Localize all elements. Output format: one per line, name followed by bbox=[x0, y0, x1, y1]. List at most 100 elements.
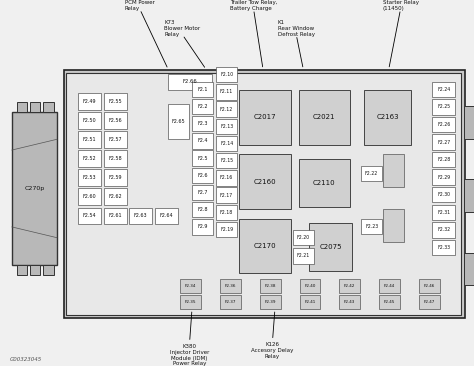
Bar bbox=[104, 150, 127, 167]
Bar bbox=[78, 93, 101, 110]
Text: F2.13: F2.13 bbox=[220, 124, 233, 129]
Text: C270p: C270p bbox=[24, 186, 45, 191]
Text: F2.38: F2.38 bbox=[264, 284, 276, 288]
Bar bbox=[30, 265, 40, 274]
Bar bbox=[180, 279, 201, 293]
Bar bbox=[419, 295, 440, 309]
Text: F2.47: F2.47 bbox=[424, 300, 435, 304]
Text: F2.51: F2.51 bbox=[83, 137, 96, 142]
Text: F2.17: F2.17 bbox=[220, 193, 233, 198]
Bar bbox=[78, 131, 101, 148]
Text: F2.46: F2.46 bbox=[424, 284, 435, 288]
Text: F2.54: F2.54 bbox=[83, 213, 96, 218]
Text: F2.31: F2.31 bbox=[437, 210, 450, 215]
Text: F2.57: F2.57 bbox=[109, 137, 122, 142]
Text: F2.64: F2.64 bbox=[160, 213, 173, 218]
Bar bbox=[192, 150, 213, 166]
Bar bbox=[78, 169, 101, 186]
Text: K380
Injector Driver
Module (IDM)
Power Relay: K380 Injector Driver Module (IDM) Power … bbox=[170, 344, 210, 366]
Bar bbox=[155, 208, 178, 224]
Bar bbox=[104, 188, 127, 205]
Bar bbox=[339, 279, 360, 293]
Bar bbox=[192, 116, 213, 131]
Bar bbox=[239, 154, 291, 209]
Bar bbox=[383, 209, 404, 242]
Bar bbox=[300, 295, 320, 309]
Bar bbox=[216, 136, 237, 151]
Bar bbox=[432, 82, 455, 97]
Text: F2.55: F2.55 bbox=[109, 99, 122, 104]
Bar bbox=[464, 179, 474, 212]
Bar bbox=[78, 208, 101, 224]
Text: F2.12: F2.12 bbox=[220, 107, 233, 112]
Text: C2017: C2017 bbox=[254, 115, 276, 120]
Text: F2.34: F2.34 bbox=[185, 284, 196, 288]
Text: F2.53: F2.53 bbox=[83, 175, 96, 180]
Bar bbox=[30, 102, 40, 112]
Bar bbox=[64, 70, 465, 318]
Text: F2.52: F2.52 bbox=[83, 156, 96, 161]
Text: F2.14: F2.14 bbox=[220, 141, 233, 146]
Bar bbox=[364, 90, 411, 145]
Bar bbox=[379, 295, 400, 309]
Text: K355
Trailer Tow Relay,
Battery Charge: K355 Trailer Tow Relay, Battery Charge bbox=[230, 0, 277, 11]
Text: F2.50: F2.50 bbox=[83, 118, 96, 123]
Bar bbox=[78, 112, 101, 129]
Bar bbox=[104, 93, 127, 110]
Bar bbox=[309, 223, 352, 271]
Bar bbox=[216, 153, 237, 168]
Text: F2.19: F2.19 bbox=[220, 227, 233, 232]
Bar bbox=[192, 82, 213, 97]
Bar bbox=[192, 168, 213, 183]
Text: F2.37: F2.37 bbox=[225, 300, 236, 304]
Text: F2.7: F2.7 bbox=[198, 190, 208, 195]
Bar bbox=[220, 279, 241, 293]
Text: F2.3: F2.3 bbox=[198, 121, 208, 126]
Bar bbox=[216, 84, 237, 100]
Bar bbox=[419, 279, 440, 293]
Bar bbox=[17, 265, 27, 274]
Bar bbox=[432, 240, 455, 255]
Text: F2.30: F2.30 bbox=[437, 192, 450, 197]
Bar bbox=[216, 187, 237, 203]
Text: F2.36: F2.36 bbox=[225, 284, 236, 288]
Text: F2.65: F2.65 bbox=[172, 119, 185, 124]
Text: F2.9: F2.9 bbox=[198, 224, 208, 229]
Bar bbox=[260, 295, 281, 309]
Bar bbox=[383, 154, 404, 187]
Bar bbox=[432, 117, 455, 132]
Text: F2.45: F2.45 bbox=[384, 300, 395, 304]
Text: F2.6: F2.6 bbox=[198, 173, 208, 178]
Bar bbox=[432, 205, 455, 220]
Text: F2.5: F2.5 bbox=[198, 156, 208, 161]
Text: F2.1: F2.1 bbox=[198, 87, 208, 92]
Bar bbox=[192, 219, 213, 235]
Bar bbox=[239, 219, 291, 273]
Text: C2075: C2075 bbox=[319, 244, 342, 250]
Text: F2.66: F2.66 bbox=[182, 79, 198, 85]
Text: F2.41: F2.41 bbox=[304, 300, 316, 304]
Text: F2.32: F2.32 bbox=[437, 227, 450, 232]
Text: F2.56: F2.56 bbox=[109, 118, 122, 123]
Bar bbox=[432, 169, 455, 185]
Bar bbox=[78, 150, 101, 167]
Bar bbox=[293, 248, 314, 264]
Bar bbox=[299, 159, 350, 207]
Text: C2170: C2170 bbox=[254, 243, 276, 249]
Bar bbox=[129, 208, 152, 224]
Bar bbox=[168, 104, 189, 139]
Bar bbox=[104, 131, 127, 148]
Bar bbox=[17, 102, 27, 112]
Text: F2.10: F2.10 bbox=[220, 72, 233, 77]
Text: F2.20: F2.20 bbox=[297, 235, 310, 240]
Bar bbox=[432, 187, 455, 202]
Text: F2.26: F2.26 bbox=[437, 122, 450, 127]
Bar bbox=[432, 134, 455, 150]
Bar bbox=[432, 152, 455, 167]
Bar bbox=[180, 295, 201, 309]
Bar bbox=[361, 219, 382, 234]
Bar bbox=[220, 295, 241, 309]
Text: C2160: C2160 bbox=[254, 179, 276, 184]
Text: F2.16: F2.16 bbox=[220, 175, 233, 180]
Text: F2.8: F2.8 bbox=[198, 207, 208, 212]
